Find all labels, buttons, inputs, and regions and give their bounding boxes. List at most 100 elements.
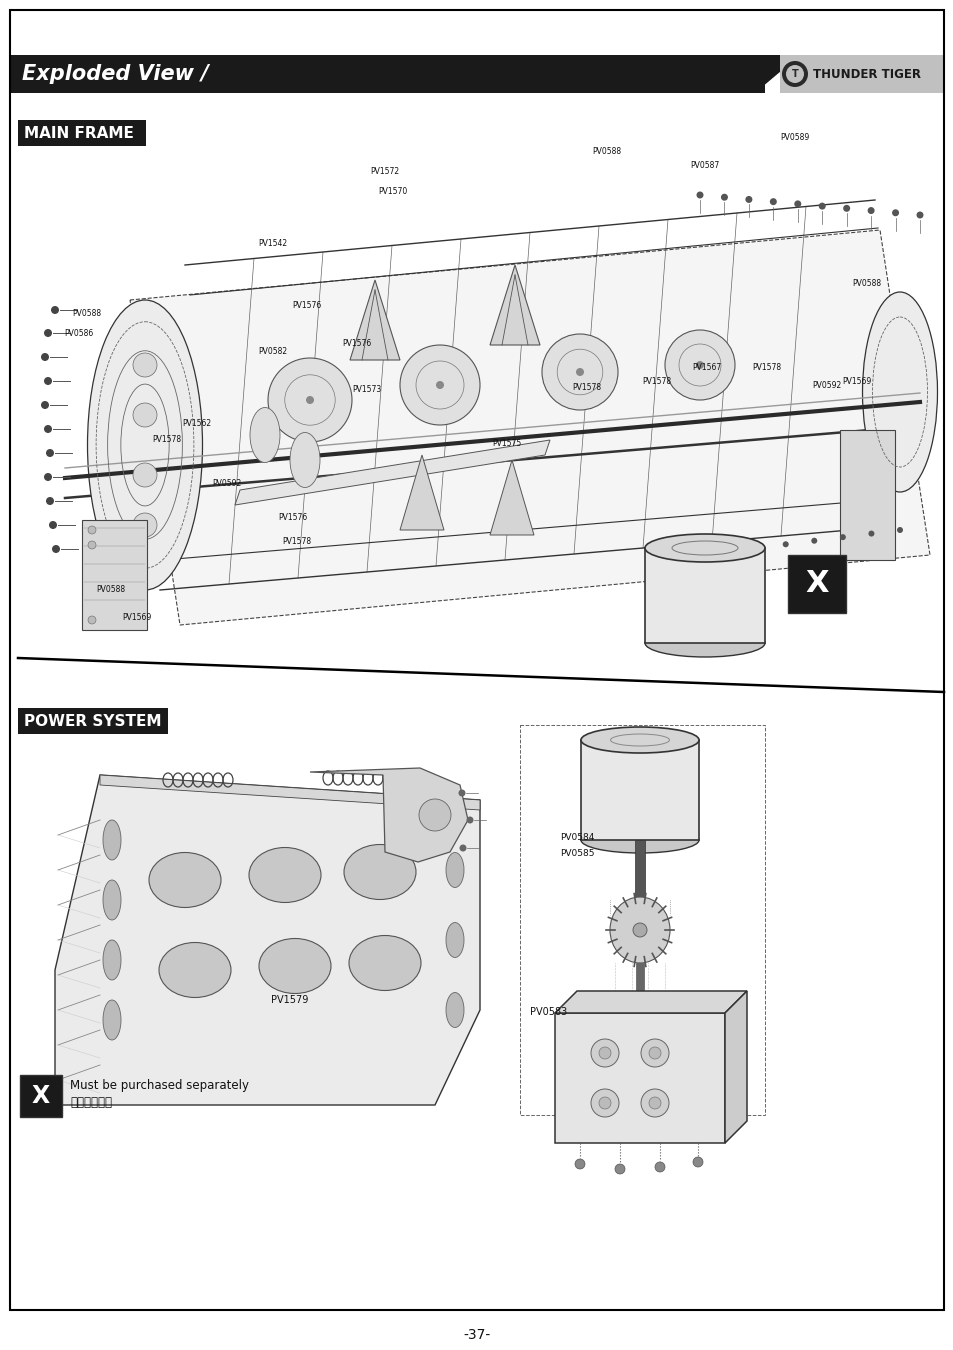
Circle shape <box>842 205 849 212</box>
Text: PV1576: PV1576 <box>341 339 371 348</box>
Text: PV1572: PV1572 <box>370 167 398 177</box>
Circle shape <box>794 200 801 208</box>
Circle shape <box>640 1040 668 1066</box>
Circle shape <box>664 329 734 400</box>
Text: PV0588: PV0588 <box>96 586 125 594</box>
Text: PV1569: PV1569 <box>122 613 152 622</box>
Circle shape <box>896 526 902 533</box>
Polygon shape <box>635 840 644 900</box>
Circle shape <box>46 497 54 505</box>
Polygon shape <box>350 279 399 360</box>
Text: PV0588: PV0588 <box>592 147 620 157</box>
Text: -37-: -37- <box>463 1328 490 1342</box>
Circle shape <box>51 306 59 315</box>
Circle shape <box>648 1048 660 1058</box>
Circle shape <box>785 65 803 82</box>
Circle shape <box>810 537 817 544</box>
Bar <box>18 120 146 146</box>
Bar <box>10 55 764 93</box>
Circle shape <box>576 369 583 377</box>
Circle shape <box>839 535 845 540</box>
Circle shape <box>52 545 60 554</box>
Polygon shape <box>399 455 443 531</box>
Circle shape <box>418 799 451 832</box>
Text: PV1542: PV1542 <box>257 239 287 247</box>
Text: Must be purchased separately: Must be purchased separately <box>70 1079 249 1092</box>
Circle shape <box>459 845 466 852</box>
Ellipse shape <box>446 922 463 957</box>
Circle shape <box>769 198 776 205</box>
Circle shape <box>132 463 157 487</box>
Circle shape <box>399 346 479 425</box>
Bar <box>20 1075 62 1116</box>
Ellipse shape <box>88 300 202 590</box>
Text: PV1579: PV1579 <box>271 995 309 1004</box>
Text: PV1576: PV1576 <box>292 301 321 309</box>
Ellipse shape <box>103 819 121 860</box>
Bar <box>780 55 943 93</box>
Text: PV1567: PV1567 <box>691 363 720 373</box>
Circle shape <box>692 1157 702 1166</box>
Circle shape <box>781 61 807 86</box>
Ellipse shape <box>446 992 463 1027</box>
Circle shape <box>44 472 52 481</box>
Text: PV0586: PV0586 <box>64 329 93 339</box>
Text: PV1578: PV1578 <box>282 536 311 545</box>
Polygon shape <box>555 991 746 1012</box>
Text: MAIN FRAME: MAIN FRAME <box>24 126 133 140</box>
Circle shape <box>436 381 443 389</box>
Text: PV0588: PV0588 <box>851 278 881 288</box>
Ellipse shape <box>258 938 331 994</box>
Circle shape <box>648 1098 660 1108</box>
Circle shape <box>46 450 54 458</box>
Text: PV0592: PV0592 <box>811 382 841 390</box>
Text: PV1576: PV1576 <box>277 513 307 522</box>
Text: PV1578: PV1578 <box>641 378 670 386</box>
Bar <box>18 707 168 734</box>
Text: PV1578: PV1578 <box>572 383 600 393</box>
Circle shape <box>640 1089 668 1116</box>
Bar <box>787 555 845 613</box>
Text: PV0582: PV0582 <box>257 347 287 356</box>
Text: PV0587: PV0587 <box>689 162 719 170</box>
Circle shape <box>590 1089 618 1116</box>
Polygon shape <box>130 230 929 625</box>
Circle shape <box>132 352 157 377</box>
Circle shape <box>696 360 703 369</box>
Circle shape <box>633 923 646 937</box>
Circle shape <box>268 358 352 441</box>
Circle shape <box>744 196 752 202</box>
Text: T: T <box>791 69 798 80</box>
Text: PV0583: PV0583 <box>530 1007 567 1017</box>
Circle shape <box>132 404 157 427</box>
Bar <box>82 520 147 630</box>
Circle shape <box>132 513 157 537</box>
Text: THUNDER TIGER: THUNDER TIGER <box>812 68 920 81</box>
Ellipse shape <box>103 880 121 919</box>
Circle shape <box>41 352 49 360</box>
Circle shape <box>598 1098 610 1108</box>
Text: PV1569: PV1569 <box>841 378 870 386</box>
Ellipse shape <box>644 535 764 562</box>
Ellipse shape <box>344 845 416 899</box>
Ellipse shape <box>103 940 121 980</box>
Text: PV1570: PV1570 <box>377 186 407 196</box>
Polygon shape <box>55 775 479 1106</box>
Circle shape <box>88 541 96 549</box>
Polygon shape <box>100 775 479 810</box>
Text: X: X <box>804 570 828 598</box>
Circle shape <box>88 526 96 535</box>
Circle shape <box>44 425 52 433</box>
Text: PV1578: PV1578 <box>751 363 781 373</box>
Circle shape <box>49 521 57 529</box>
Ellipse shape <box>159 942 231 998</box>
Text: PV0585: PV0585 <box>559 849 594 859</box>
Circle shape <box>466 817 473 824</box>
Ellipse shape <box>580 828 699 853</box>
Circle shape <box>41 401 49 409</box>
Circle shape <box>696 192 702 198</box>
Circle shape <box>781 541 788 547</box>
Polygon shape <box>724 991 746 1143</box>
Circle shape <box>575 1160 584 1169</box>
Text: PV1575: PV1575 <box>492 440 520 448</box>
